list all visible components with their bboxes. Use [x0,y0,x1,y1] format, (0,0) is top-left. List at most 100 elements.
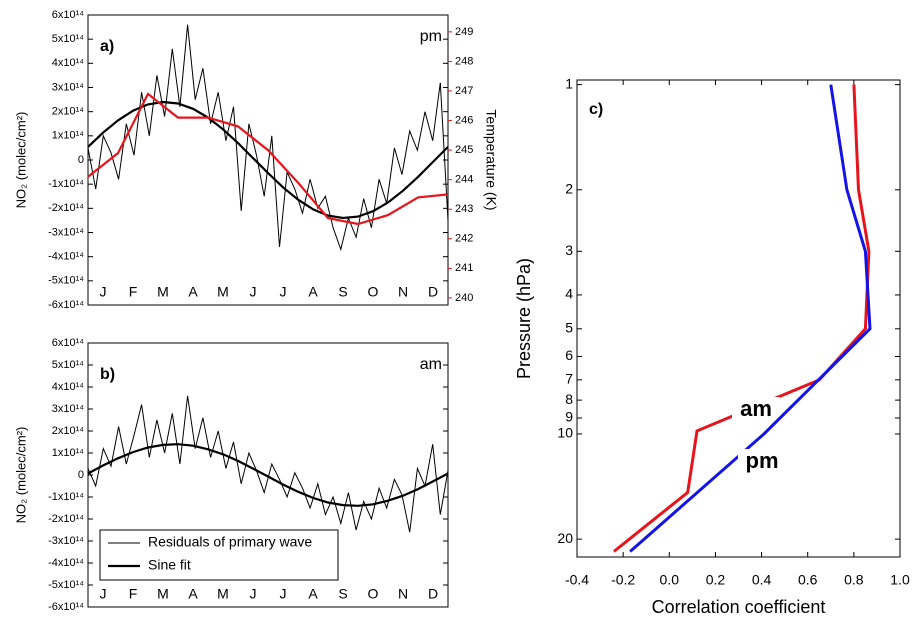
y-tick-label: -5x10¹⁴ [48,579,84,591]
y-tick-label: -5x10¹⁴ [48,275,84,287]
y-tick-label: 5x10¹⁴ [52,359,85,371]
profile-line [612,84,871,553]
y-tick-label: -4x10¹⁴ [48,557,84,569]
y-tick-label: 8 [565,391,573,407]
x-tick-label: F [129,586,138,602]
y-tick-label: -6x10¹⁴ [48,299,84,311]
x-tick-label: S [338,284,347,300]
x-tick-label: J [280,284,287,300]
x-tick-label: J [250,586,257,602]
series-line [87,100,449,220]
y2-tick-label: 243 [455,203,473,215]
y-tick-label: 6x10¹⁴ [52,9,85,21]
plot-frame [87,14,449,306]
y-tick-label: -3x10¹⁴ [48,226,84,238]
y2-tick-label: 248 [455,55,473,67]
x-tick-label: -0.2 [611,572,635,588]
y-tick-label: 0 [78,154,84,166]
x-tick-label: M [217,586,229,602]
legend-label: Residuals of primary wave [148,534,312,550]
x-tick-label: S [338,586,347,602]
x-tick-label: A [308,284,318,300]
y-tick-label: 2x10¹⁴ [52,106,85,118]
y-tick-label: 3x10¹⁴ [52,81,85,93]
series-label-bg [732,397,780,423]
y2-tick-label: 249 [455,26,473,38]
y2-tick-label: 242 [455,233,473,245]
series-line [87,24,449,252]
profile-line [629,84,872,553]
x-tick-label: O [368,586,379,602]
y-tick-label: 4 [565,286,573,302]
y-tick-label: 5x10¹⁴ [52,33,85,45]
y-tick-label: 1x10¹⁴ [52,130,85,142]
y-tick-label: 4x10¹⁴ [52,57,85,69]
x-tick-label: 0.2 [706,572,726,588]
y-tick-label: -6x10¹⁴ [48,601,84,613]
y-tick-label: -2x10¹⁴ [48,513,84,525]
y-tick-label: 2x10¹⁴ [52,425,85,437]
y2-tick-label: 241 [455,262,473,274]
x-tick-label: A [308,586,318,602]
y-tick-label: 2 [565,180,573,196]
y-tick-label: 20 [557,530,573,546]
y-tick-label: 9 [565,409,573,425]
y2-tick-label: 247 [455,85,473,97]
x-tick-label: N [398,284,408,300]
y-tick-label: 3 [565,242,573,258]
y-tick-label: 1 [565,75,573,91]
y2-tick-label: 244 [455,174,473,186]
x-tick-label: A [188,284,198,300]
y-tick-label: -3x10¹⁴ [48,535,84,547]
series-line [87,395,449,533]
x-tick-label: A [188,586,198,602]
panel-label: a) [100,38,114,55]
x-tick-label: J [100,586,107,602]
series-label: am [740,396,772,421]
y2-tick-label: 245 [455,144,473,156]
y-tick-label: 0 [78,469,84,481]
x-tick-label: 0.6 [798,572,818,588]
x-tick-label: N [398,586,408,602]
x-tick-label: 1.0 [890,572,910,588]
x-tick-label: J [100,284,107,300]
series-line [87,443,449,507]
y-tick-label: -1x10¹⁴ [48,491,84,503]
x-tick-label: D [428,284,438,300]
x-tick-label: 0.8 [844,572,864,588]
y-tick-label: 3x10¹⁴ [52,403,85,415]
x-tick-label: D [428,586,438,602]
y-tick-label: -4x10¹⁴ [48,251,84,263]
x-tick-label: J [250,284,257,300]
y-tick-label: 1x10¹⁴ [52,447,85,459]
y-tick-label: 10 [557,425,573,441]
y-tick-label: 4x10¹⁴ [52,381,85,393]
x-axis-label: Correlation coefficient [652,597,826,617]
panel-label: b) [100,366,115,383]
y-axis-label: Pressure (hPa) [514,258,534,379]
x-tick-label: F [129,284,138,300]
x-tick-label: M [157,586,169,602]
y-axis-label: NO₂ (molec/cm²) [13,112,28,209]
series-line [87,92,449,226]
x-tick-label: J [280,586,287,602]
x-tick-label: -0.4 [565,572,589,588]
y-axis-label: NO₂ (molec/cm²) [13,427,28,524]
series-label: pm [746,448,779,473]
y-tick-label: -2x10¹⁴ [48,202,84,214]
panel-label: c) [589,101,603,118]
plot-frame [576,79,901,558]
y-tick-label: 7 [565,371,573,387]
x-tick-label: 0.4 [752,572,772,588]
legend-label: Sine fit [148,557,191,573]
y2-tick-label: 240 [455,292,473,304]
x-tick-label: M [157,284,169,300]
legend-box [99,529,339,581]
y2-axis-label: Temperature (K) [483,109,499,210]
y-tick-label: 6x10¹⁴ [52,337,85,349]
panel-tag: am [420,356,442,373]
y2-tick-label: 246 [455,114,473,126]
panel-tag: pm [420,28,442,45]
